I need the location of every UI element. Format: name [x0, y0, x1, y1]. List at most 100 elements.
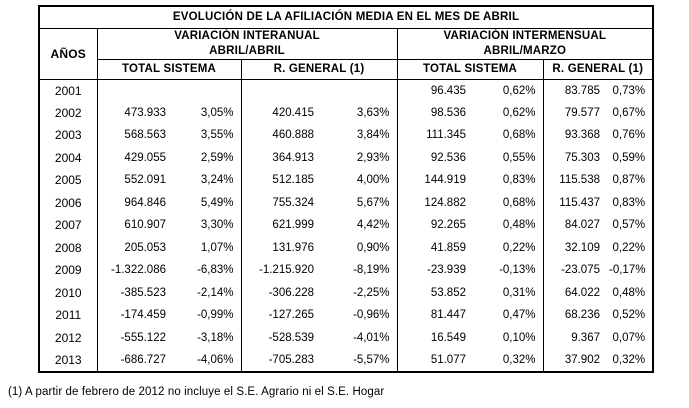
- value-cell: -686.727: [120, 353, 166, 366]
- subheader-total-sistema-intermensual: TOTAL SISTEMA: [396, 58, 544, 80]
- group-header-intermensual: VARIACIÓN INTERMENSUAL ABRIL/MARZO: [396, 27, 654, 60]
- year-cell: 2004: [39, 146, 98, 169]
- table-row: 2001 96.435 0,62% 83.785 0,73%: [39, 79, 653, 102]
- percent-cell: 0,32%: [475, 349, 544, 372]
- value-cell: 115.437: [559, 196, 600, 209]
- value-cell: 79.577: [564, 106, 600, 119]
- value-cell: 16.549: [430, 331, 466, 344]
- value-cell: 473.933: [124, 106, 166, 119]
- value-cell: 9.367: [571, 331, 600, 344]
- subheader-total-sistema-interanual: TOTAL SISTEMA: [96, 58, 242, 80]
- group-header-line1: VARIACIÓN INTERANUAL: [174, 29, 320, 42]
- percent-cell: 0,31%: [475, 281, 544, 304]
- value-cell: -1.215.920: [259, 264, 314, 277]
- value-cell: 124.882: [424, 196, 466, 209]
- percent-cell: 0,83%: [475, 169, 544, 192]
- percent-cell: -2,14%: [175, 281, 242, 304]
- percent-cell: 5,67%: [323, 191, 398, 214]
- table-body: 2001 96.435 0,62% 83.785 0,73% 2002 473.933 3,0…: [39, 79, 653, 372]
- percent-cell: -3,18%: [175, 326, 242, 349]
- percent-cell: 0,22%: [612, 241, 646, 254]
- percent-cell: 0,55%: [475, 146, 544, 169]
- value-cell: 205.053: [124, 241, 166, 254]
- year-cell: 2002: [39, 101, 98, 124]
- value-cell: 429.055: [124, 151, 166, 164]
- percent-cell: 3,63%: [323, 101, 398, 124]
- table-title: EVOLUCIÓN DE LA AFILIACIÓN MEDIA EN EL M…: [38, 5, 654, 29]
- value-cell: 53.852: [430, 286, 466, 299]
- percent-cell: 3,05%: [175, 101, 242, 124]
- percent-cell: 4,00%: [323, 169, 398, 192]
- percent-cell: -0,99%: [175, 304, 242, 327]
- percent-cell: 0,87%: [612, 174, 646, 187]
- percent-cell: [175, 79, 242, 102]
- year-cell: 2008: [39, 236, 98, 259]
- group-header-line1: VARIACIÓN INTERMENSUAL: [443, 29, 607, 42]
- value-cell: 96.435: [430, 84, 466, 97]
- percent-cell: 0,48%: [475, 214, 544, 237]
- percent-cell: 0,22%: [475, 236, 544, 259]
- table-row: 2004 429.055 2,59% 364.913 2,93% 92.536 0,55% 7…: [39, 146, 653, 169]
- value-cell: 92.536: [430, 151, 466, 164]
- percent-cell: -4,01%: [323, 326, 398, 349]
- value-cell: 144.919: [424, 174, 466, 187]
- percent-cell: 2,59%: [175, 146, 242, 169]
- percent-cell: -0,17%: [609, 264, 646, 277]
- title-row: EVOLUCIÓN DE LA AFILIACIÓN MEDIA EN EL M…: [38, 5, 654, 29]
- subheader-regimen-general-interanual: R. GENERAL (1): [240, 58, 398, 80]
- value-cell: 84.027: [564, 219, 600, 232]
- table-row: 2007 610.907 3,30% 621.999 4,42% 92.265 0,48% 8…: [39, 214, 653, 237]
- percent-cell: 0,90%: [323, 236, 398, 259]
- percent-cell: 3,24%: [175, 169, 242, 192]
- percent-cell: 2,93%: [323, 146, 398, 169]
- value-cell: 460.888: [272, 129, 314, 142]
- page: EVOLUCIÓN DE LA AFILIACIÓN MEDIA EN EL M…: [8, 5, 655, 398]
- table-row: 2009 -1.322.086 -6,83% -1.215.920 -8,19% -23.…: [39, 259, 653, 282]
- value-cell: 68.236: [564, 309, 600, 322]
- percent-cell: 0,52%: [612, 309, 646, 322]
- value-cell: [97, 79, 175, 102]
- year-cell: 2006: [39, 191, 98, 214]
- percent-cell: 0,59%: [612, 151, 646, 164]
- value-cell: -385.523: [120, 286, 166, 299]
- year-cell: 2010: [39, 281, 98, 304]
- value-cell: -1.322.086: [111, 264, 166, 277]
- value-cell: 364.913: [272, 151, 314, 164]
- percent-cell: 0,83%: [612, 196, 646, 209]
- value-cell: 621.999: [272, 219, 314, 232]
- subgroup-header-row: TOTAL SISTEMA R. GENERAL (1) TOTAL SISTE…: [39, 58, 654, 80]
- group-header-line2: ABRIL/MARZO: [483, 44, 567, 57]
- value-cell: -705.283: [268, 353, 314, 366]
- value-cell: 420.415: [272, 106, 314, 119]
- year-cell: 2003: [39, 124, 98, 147]
- percent-cell: 0,68%: [475, 191, 544, 214]
- value-cell: 610.907: [124, 219, 166, 232]
- value-cell: 32.109: [564, 241, 600, 254]
- value-cell: 51.077: [430, 353, 466, 366]
- value-cell: [241, 79, 323, 102]
- value-cell: -528.539: [268, 331, 314, 344]
- percent-cell: 0,48%: [612, 286, 646, 299]
- percent-cell: -5,57%: [323, 349, 398, 372]
- percent-cell: 0,73%: [612, 84, 646, 97]
- table-row: 2005 552.091 3,24% 512.185 4,00% 144.919 0,83%…: [39, 169, 653, 192]
- table-row: 2006 964.846 5,49% 755.324 5,67% 124.882 0,68%…: [39, 191, 653, 214]
- percent-cell: -4,06%: [175, 349, 242, 372]
- value-cell: 64.022: [564, 286, 600, 299]
- percent-cell: 0,76%: [612, 129, 646, 142]
- value-cell: -306.228: [268, 286, 314, 299]
- year-cell: 2013: [39, 349, 98, 372]
- percent-cell: -2,25%: [323, 281, 398, 304]
- group-header-interanual: VARIACIÓN INTERANUAL ABRIL/ABRIL: [96, 27, 398, 60]
- table-header: EVOLUCIÓN DE LA AFILIACIÓN MEDIA EN EL M…: [38, 5, 654, 80]
- percent-cell: 0,57%: [612, 219, 646, 232]
- year-cell: 2001: [39, 79, 98, 102]
- value-cell: 75.303: [564, 151, 600, 164]
- value-cell: 37.902: [564, 353, 600, 366]
- percent-cell: -8,19%: [323, 259, 398, 282]
- percent-cell: 0,67%: [612, 106, 646, 119]
- value-cell: 115.538: [559, 174, 600, 187]
- percent-cell: 0,47%: [475, 304, 544, 327]
- years-column-header: AÑOS: [38, 27, 98, 80]
- percent-cell: 3,84%: [323, 124, 398, 147]
